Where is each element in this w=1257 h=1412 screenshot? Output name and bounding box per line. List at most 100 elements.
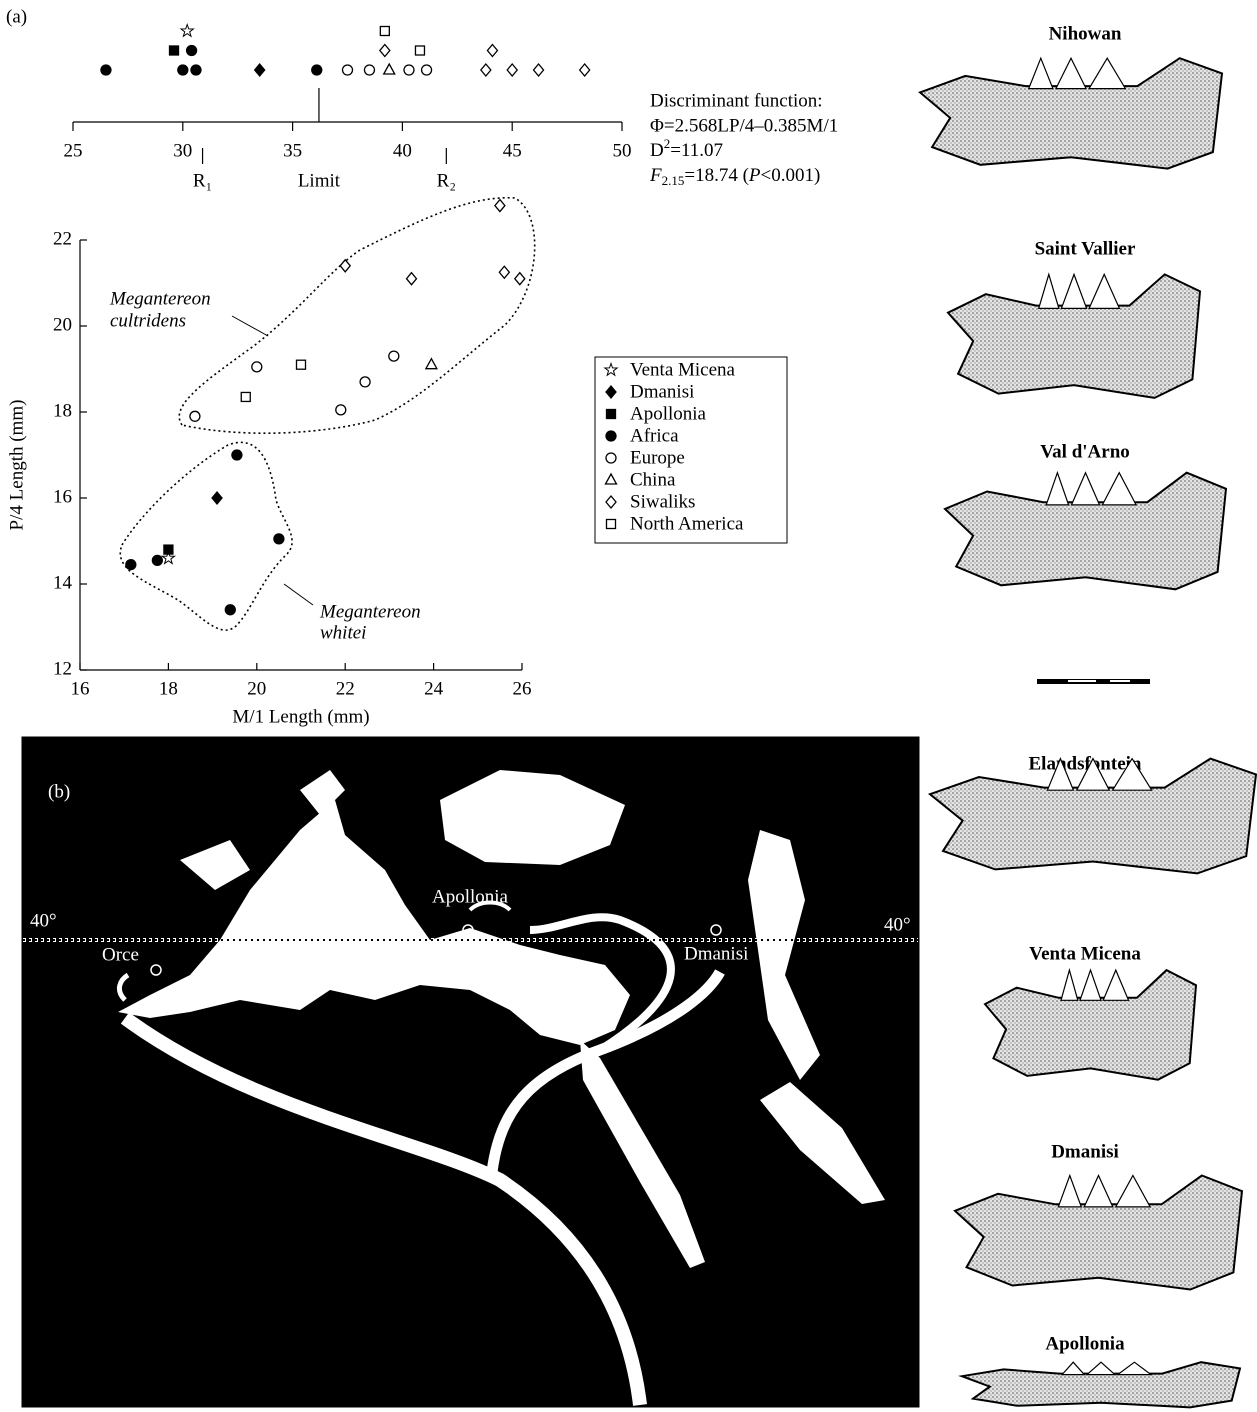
annotation: Discriminant function:	[650, 90, 823, 111]
tooth	[1102, 473, 1136, 505]
x-tick-label: 30	[173, 140, 192, 161]
point	[606, 431, 616, 441]
specimen-drawing	[955, 1176, 1242, 1290]
point	[255, 64, 265, 76]
hull-cultridens	[179, 198, 534, 433]
specimen-drawing	[945, 473, 1226, 590]
point	[187, 46, 197, 56]
y-tick-label: 16	[53, 486, 72, 507]
specimen-drawing	[920, 58, 1222, 168]
tooth	[1089, 58, 1125, 88]
leader-line	[284, 584, 313, 605]
x-tick-label: 35	[283, 140, 302, 161]
point	[181, 25, 193, 37]
specimen-label: Venta Micena	[1029, 943, 1141, 964]
tooth	[1084, 1176, 1113, 1207]
specimen-label: Apollonia	[1045, 1333, 1125, 1354]
legend-label: Dmanisi	[630, 381, 694, 402]
x-tick-label: 50	[613, 140, 632, 161]
annotation: <0.001)	[761, 165, 821, 186]
point	[360, 377, 370, 387]
point	[164, 545, 173, 554]
specimen-label: Val d'Arno	[1040, 441, 1130, 462]
y-tick-label: 22	[53, 228, 72, 249]
point	[507, 64, 517, 76]
map: (b) 40° 40° Orce Apollonia Dmanisi	[23, 738, 918, 1406]
map-label: Apollonia	[432, 886, 509, 907]
map-label: 40°	[30, 910, 57, 931]
point	[495, 200, 505, 212]
point	[426, 359, 437, 369]
hull-whitei	[120, 442, 292, 630]
specimen-drawing	[985, 970, 1196, 1080]
scale-bar	[1068, 680, 1096, 682]
specimen-drawing	[930, 759, 1256, 874]
tooth	[1062, 1362, 1084, 1374]
point	[580, 64, 590, 76]
point	[607, 520, 616, 529]
point	[364, 65, 374, 75]
point	[101, 65, 111, 75]
legend-label: North America	[630, 513, 744, 534]
y-tick-label: 20	[53, 314, 72, 335]
annotation: =18.74 (	[684, 165, 749, 186]
tooth	[1061, 274, 1086, 308]
point	[241, 392, 250, 401]
point	[380, 45, 390, 57]
y-tick-label: 18	[53, 400, 72, 421]
specimen-label: Nihowan	[1049, 23, 1122, 44]
point	[212, 492, 222, 504]
tooth	[1046, 473, 1068, 505]
tooth	[1056, 58, 1086, 88]
specimen-label: Dmanisi	[1051, 1141, 1119, 1162]
point	[515, 273, 525, 285]
specimen-label: Saint Vallier	[1035, 238, 1136, 259]
y-tick-label: 14	[53, 572, 73, 593]
point	[607, 410, 616, 419]
point	[191, 65, 201, 75]
scale-bar	[1110, 680, 1130, 682]
point	[340, 260, 350, 272]
annotation: cultridens	[110, 310, 186, 331]
tooth	[1080, 970, 1101, 1000]
x-tick-label: 18	[159, 678, 178, 699]
tooth	[1118, 1362, 1151, 1374]
legend-label: Africa	[630, 425, 679, 446]
legend-label: Apollonia	[630, 403, 707, 424]
legend-label: Europe	[630, 447, 685, 468]
point	[252, 362, 262, 372]
annotation: F	[649, 165, 662, 186]
point	[343, 65, 353, 75]
point	[380, 27, 389, 36]
x-tick-label: 26	[513, 678, 532, 699]
point	[499, 266, 509, 278]
point	[481, 64, 491, 76]
tooth	[1029, 58, 1053, 88]
specimen-drawing	[962, 1362, 1240, 1407]
point	[190, 411, 200, 421]
x-tick-label: 40	[393, 140, 412, 161]
tooth	[1061, 970, 1078, 1000]
x-tick-label: 24	[424, 678, 444, 699]
reference-label: R₁	[193, 170, 212, 191]
point	[232, 450, 242, 460]
annotation: Φ=2.568LP/4–0.385M/1	[650, 115, 838, 136]
point	[178, 65, 188, 75]
point	[152, 555, 162, 565]
panel-label: (b)	[48, 781, 70, 802]
annotation: D2=11.07	[650, 136, 723, 161]
tooth	[1039, 274, 1059, 308]
x-tick-label: 16	[71, 678, 90, 699]
y-tick-label: 12	[53, 658, 72, 679]
point	[407, 273, 417, 285]
map-label: Orce	[102, 944, 139, 965]
point	[336, 405, 346, 415]
annotation: D	[650, 140, 664, 161]
point	[225, 605, 235, 615]
point	[422, 65, 432, 75]
annotation: whitei	[320, 622, 366, 643]
legend-label: Venta Micena	[630, 359, 736, 380]
point	[312, 65, 322, 75]
point	[126, 560, 136, 570]
x-tick-label: 25	[64, 140, 83, 161]
